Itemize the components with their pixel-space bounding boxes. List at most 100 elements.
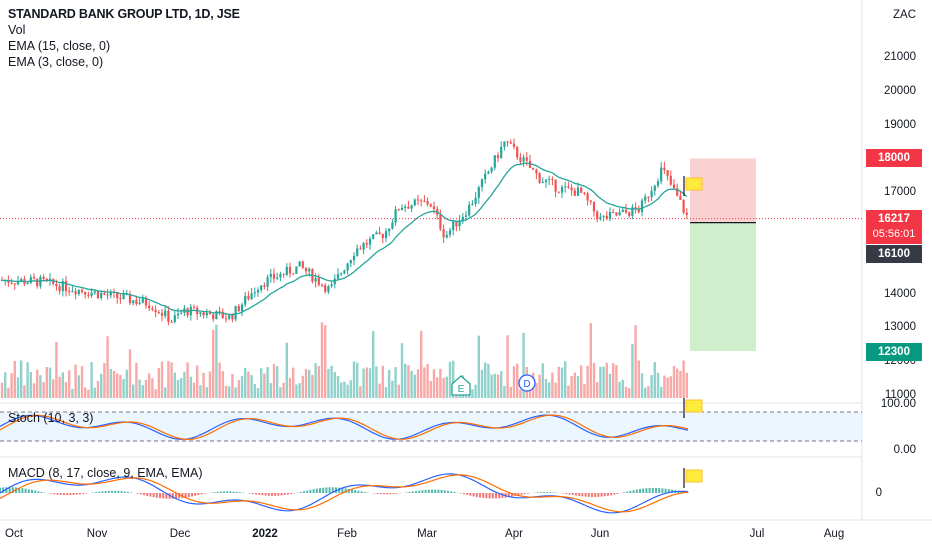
- dividend-label: D: [523, 379, 530, 390]
- macd-hist-bar: [95, 492, 97, 493]
- volume-bar: [292, 367, 295, 398]
- volume-bar: [378, 383, 381, 398]
- volume-bar: [215, 324, 218, 398]
- macd-hist-bar: [34, 490, 37, 493]
- time-tick: Nov: [86, 528, 108, 540]
- candle-body: [583, 192, 586, 194]
- macd-hist-bar: [344, 488, 347, 493]
- volume-bar: [538, 374, 541, 398]
- flag-icon: [685, 469, 703, 483]
- candle-body: [314, 277, 317, 282]
- candle-body: [349, 260, 352, 264]
- candle-body: [336, 274, 340, 279]
- candle-body: [586, 193, 589, 201]
- stoch-legend[interactable]: Stoch (10, 3, 3): [8, 411, 94, 425]
- volume-bar: [487, 363, 490, 398]
- volume-bar: [119, 374, 122, 398]
- candle-body: [269, 273, 272, 278]
- macd-hist-bar: [171, 493, 174, 499]
- macd-hist-bar: [565, 493, 568, 494]
- volume-bar: [151, 378, 154, 398]
- volume-bar: [500, 371, 503, 398]
- volume-bar: [416, 369, 420, 398]
- legend-vol[interactable]: Vol: [8, 23, 26, 37]
- volume-bar: [13, 360, 16, 398]
- volume-bar: [346, 384, 349, 398]
- candle-body: [151, 308, 154, 310]
- candle-body: [109, 291, 112, 296]
- price-tick: 13000: [884, 321, 916, 334]
- macd-hist-bar: [495, 493, 497, 499]
- macd-hist-bar: [405, 492, 408, 493]
- legend-ema-15[interactable]: EMA (15, close, 0): [8, 39, 111, 53]
- volume-bar: [336, 375, 340, 398]
- candle-body: [10, 282, 13, 284]
- macd-hist-bar: [229, 491, 232, 493]
- volume-bar: [170, 362, 173, 398]
- macd-hist-bar: [127, 491, 129, 493]
- volume-bar: [608, 373, 612, 398]
- volume-bar: [23, 385, 26, 398]
- macd-hist-bar: [149, 493, 152, 497]
- volume-bar: [666, 377, 669, 398]
- volume-bar: [452, 360, 455, 398]
- macd-hist-bar: [24, 488, 27, 493]
- volume-bar: [442, 377, 445, 398]
- macd-hist-bar: [453, 492, 456, 493]
- stoch-pane: [0, 411, 862, 442]
- volume-bar: [522, 332, 525, 398]
- candle-body: [170, 321, 173, 323]
- macd-hist-bar: [482, 493, 485, 498]
- candle-body: [372, 234, 375, 239]
- macd-hist-bar: [635, 489, 638, 493]
- volume-bar: [586, 365, 589, 398]
- volume-bar: [397, 384, 400, 398]
- candle-body: [439, 214, 442, 230]
- macd-hist-bar: [341, 487, 344, 493]
- volume-bar: [106, 336, 109, 398]
- candle-body: [538, 173, 541, 183]
- macd-hist-bar: [664, 488, 667, 493]
- candle-body: [496, 155, 500, 159]
- chart-title[interactable]: STANDARD BANK GROUP LTD, 1D, JSE: [8, 7, 240, 21]
- macd-hist-bar: [66, 493, 69, 496]
- candle-body: [128, 293, 132, 304]
- volume-bar: [432, 369, 436, 398]
- volume-bar: [32, 383, 36, 398]
- volume-bar: [343, 381, 346, 398]
- candle-body: [231, 314, 234, 320]
- volume-bar: [112, 370, 116, 398]
- macd-hist-bar: [309, 489, 312, 493]
- candle-body: [416, 199, 420, 201]
- candle-body: [93, 291, 96, 293]
- macd-hist-bar: [498, 493, 501, 499]
- candle-body: [173, 315, 176, 322]
- candle-body: [205, 312, 208, 316]
- volume-bar: [202, 372, 205, 398]
- volume-bar: [84, 387, 87, 398]
- volume-bar: [557, 366, 560, 398]
- candle-body: [512, 143, 516, 148]
- candle-body: [224, 318, 228, 320]
- macd-hist-bar: [175, 493, 177, 499]
- volume-bar: [509, 386, 512, 398]
- volume-bar: [208, 371, 212, 398]
- volume-bar: [96, 380, 100, 398]
- macd-hist-bar: [517, 493, 520, 496]
- candle-body: [679, 195, 682, 200]
- candle-body: [122, 294, 125, 300]
- macd-hist-bar: [629, 490, 632, 493]
- candle-body: [391, 222, 394, 229]
- volume-bar: [109, 368, 112, 398]
- macd-hist-bar: [72, 493, 75, 495]
- candle-body: [455, 221, 458, 227]
- macd-legend[interactable]: MACD (8, 17, close, 9, EMA, EMA): [8, 466, 203, 480]
- candle-body: [548, 178, 551, 180]
- candle-body: [551, 178, 554, 180]
- legend-ema-3[interactable]: EMA (3, close, 0): [8, 55, 104, 69]
- candle-body: [26, 282, 29, 285]
- macd-hist-bar: [543, 492, 545, 493]
- flag-icon: [685, 399, 703, 413]
